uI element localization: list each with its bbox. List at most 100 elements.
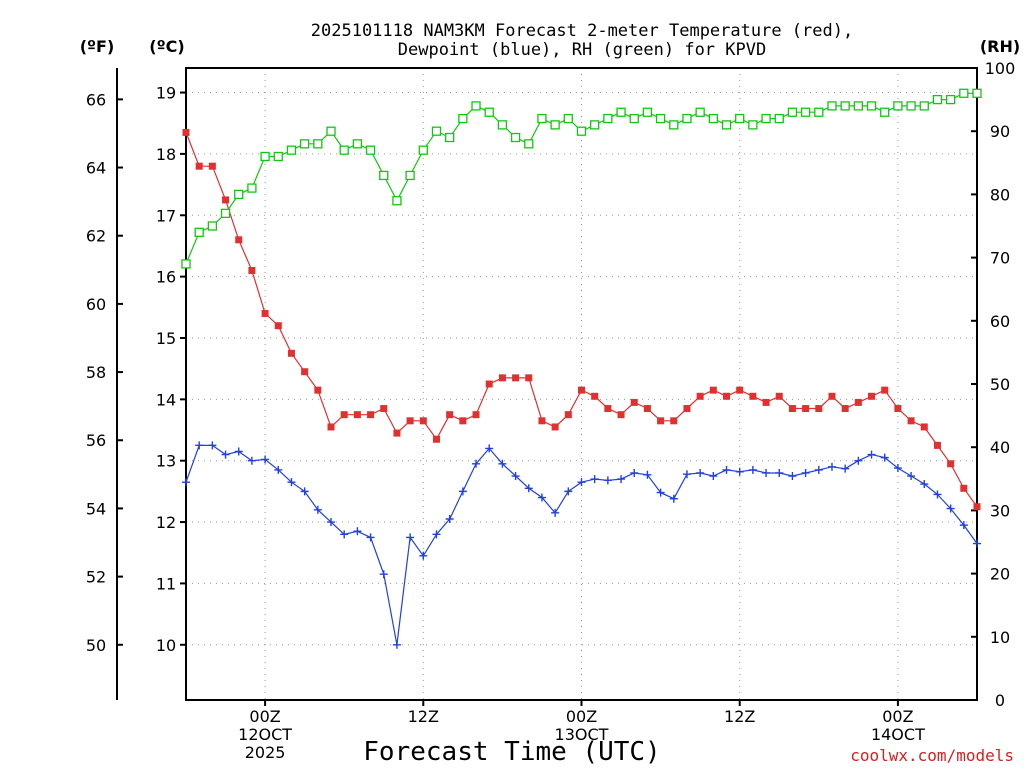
dewpoint-point [880,453,889,462]
rh-point [563,113,573,124]
2-meter-temperature-point [604,405,612,413]
dewpoint-point [472,459,481,468]
rh-point [708,113,718,124]
dewpoint-point [379,570,388,579]
dewpoint-point [432,530,441,539]
2-meter-temperature-point [327,423,335,431]
2-meter-temperature-point [617,411,625,419]
dewpoint-point [827,462,836,471]
2-meter-temperature-point [314,386,322,394]
x-tick-label: 2025 [245,743,286,762]
2-meter-temperature-point [432,435,440,443]
2-meter-temperature-point [353,411,361,419]
2-meter-temperature-point [709,386,717,394]
dewpoint-point [340,530,349,539]
rh-tick-label: 0 [995,691,1005,710]
dewpoint-point [445,514,454,523]
rh-point [590,120,600,130]
chart-title-line-2: Dewpoint (blue), RH (green) for KPVD [398,40,766,60]
rh-point [537,113,547,124]
2-meter-temperature-point [578,386,585,394]
rh-tick-label: 80 [990,185,1010,204]
x-tick-label: 13OCT [555,725,609,744]
rh-point [629,113,639,124]
rh-point [220,208,231,219]
2-meter-temperature-point [564,411,572,419]
2-meter-temperature-point [854,398,862,406]
x-tick-label: 12OCT [238,725,292,744]
rh-point [919,101,929,111]
celsius-tick-label: 11 [156,574,176,593]
dewpoint-point [762,468,771,477]
dewpoint-point [274,465,283,474]
dewpoint-point [630,468,639,477]
rh-point [576,126,587,136]
2-meter-temperature-point [736,386,744,394]
rh-point [247,183,257,193]
2-meter-temperature-point [551,423,559,431]
rh-point [471,101,481,111]
rh-point [286,145,297,155]
x-tick-label: 00Z [882,707,913,726]
rh-tick-label: 30 [990,501,1010,520]
rh-point [774,113,784,124]
2-meter-temperature-point [762,398,770,406]
2-meter-temperature-point [591,392,599,400]
data-series [181,88,982,649]
2-meter-temperature-point [775,392,783,400]
dewpoint-point [458,487,467,496]
x-tick-label: 14OCT [871,725,925,744]
dewpoint-point [406,533,415,542]
2-meter-temperature-point [683,405,691,413]
rh-point [616,107,626,117]
credit-text: coolwx.com/models [850,746,1014,765]
dewpoint-point [300,487,309,496]
dewpoint-point [590,475,599,484]
rh-tick-label: 50 [990,375,1010,394]
dewpoint-point [498,459,507,468]
dewpoint-point [907,472,916,481]
rh-point [695,107,705,117]
rh-point [748,120,758,130]
dewpoint-point [973,539,981,548]
2-meter-temperature-point [933,441,941,449]
dewpoint-point [748,465,757,474]
2-meter-temperature-point [881,386,889,394]
fahrenheit-tick-label: 60 [86,295,106,314]
x-tick-label: 12Z [724,707,755,726]
rh-point [299,139,310,149]
2-meter-temperature-point [208,162,216,170]
rh-point [655,113,666,124]
dewpoint-point [313,505,322,514]
2-meter-temperature-series [182,128,981,511]
rh-point [840,101,850,111]
celsius-tick-label: 12 [156,513,176,532]
2-meter-temperature-point [459,417,467,425]
dewpoint-point [801,468,810,477]
dewpoint-point [327,518,336,527]
x-tick-label: 12Z [408,707,439,726]
celsius-tick-label: 13 [156,452,176,471]
dewpoint-point [709,472,718,481]
2-meter-temperature-point [538,417,546,425]
rh-tick-label: 20 [990,565,1010,584]
dewpoint-point [182,478,190,487]
rh-point [418,145,428,155]
rh-point [524,139,534,149]
dewpoint-point [669,494,678,503]
dewpoint-point [946,504,955,513]
2-meter-temperature-point [367,411,375,419]
celsius-tick-label: 10 [156,636,176,655]
2-meter-temperature-point [749,392,757,400]
celsius-tick-label: 16 [156,268,176,287]
dewpoint-point [419,551,428,560]
x-tick-label: 00Z [566,707,597,726]
2-meter-temperature-point [446,411,454,419]
dewpoint-point [933,490,942,499]
rh-point [431,126,442,136]
fahrenheit-tick-label: 54 [86,499,106,518]
2-meter-temperature-point [287,349,295,357]
celsius-tick-label: 19 [156,84,176,103]
dewpoint-point [564,487,573,496]
